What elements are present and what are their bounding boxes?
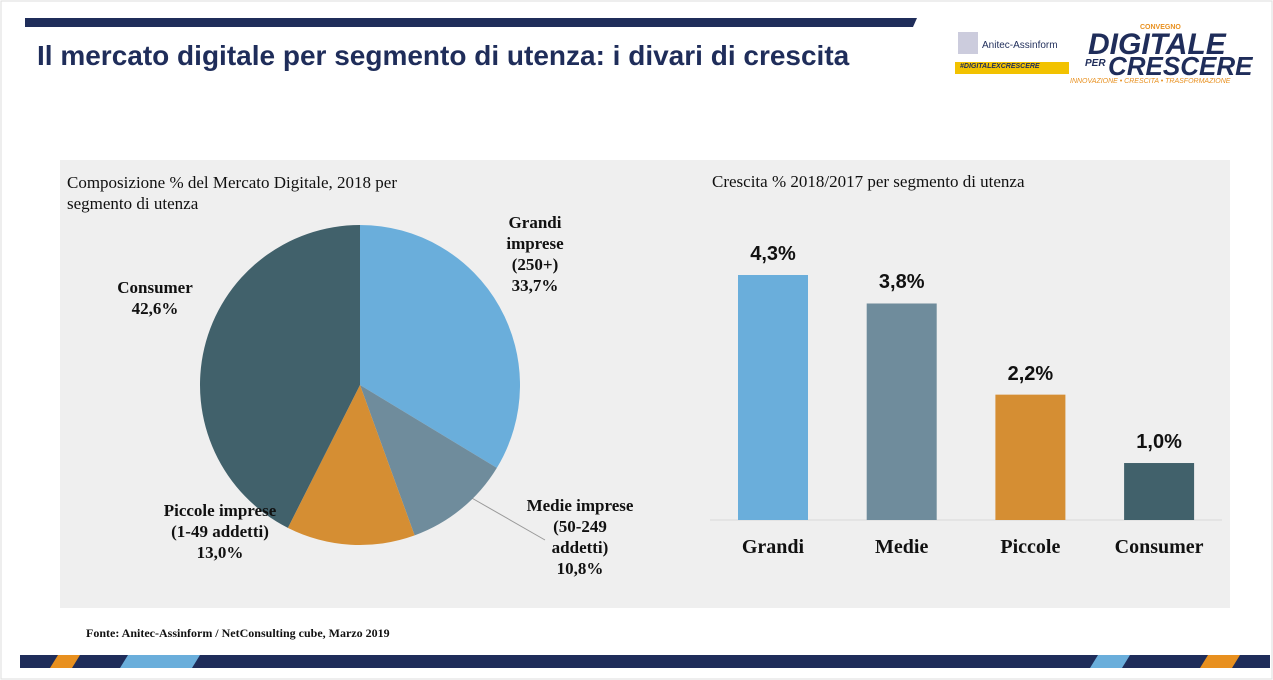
value-label: 2,2% xyxy=(1007,362,1054,385)
slice-label: Medie imprese (50-249 addetti) 10,8% xyxy=(525,495,635,579)
value-label: 3,8% xyxy=(878,271,925,294)
pie-slice xyxy=(360,225,520,468)
pie-slice xyxy=(287,385,415,545)
bar xyxy=(1124,463,1195,520)
logo-text: Anitec-Assinform xyxy=(982,40,1058,51)
value-label: 42,6% xyxy=(131,299,179,318)
x-tick-label: Consumer xyxy=(1114,536,1204,558)
x-tick-label: Medie xyxy=(875,536,929,558)
stripe xyxy=(1200,655,1240,668)
footer-band xyxy=(20,655,1270,668)
bar xyxy=(738,275,808,520)
source: Fonte: Anitec-Assinform / NetConsulting … xyxy=(86,626,390,640)
category-label: Medie imprese (50-249 addetti) xyxy=(526,496,634,557)
logo-text: DIGITALE xyxy=(1088,28,1226,61)
stripe xyxy=(50,655,80,668)
category-label: Consumer xyxy=(117,278,193,297)
value-label: 4,3% xyxy=(750,243,796,265)
chart-title: Composizione % del Mercato Digitale, 201… xyxy=(67,173,397,213)
value-label: 1,0% xyxy=(1136,431,1182,454)
logo-icon xyxy=(958,32,978,54)
value-label: 10,8% xyxy=(556,559,604,578)
slice-label: Grandi imprese (250+) 33,7% xyxy=(495,212,575,296)
category-label: Piccole imprese (1-49 addetti) xyxy=(163,501,277,541)
stripe xyxy=(1090,655,1130,668)
logo-text: CONVEGNO xyxy=(1140,24,1181,31)
logo-tag xyxy=(955,62,1069,74)
slice-label: Consumer 42,6% xyxy=(105,277,205,319)
slice-label: Piccole imprese (1-49 addetti) 13,0% xyxy=(160,500,280,563)
pie-slice xyxy=(200,225,360,528)
leader-line xyxy=(469,496,546,541)
slide-title: Il mercato digitale per segmento di uten… xyxy=(37,40,850,71)
bar xyxy=(866,303,937,520)
stripe xyxy=(120,655,200,668)
logo-text: INNOVAZIONE • CRESCITA • TRASFORMAZIONE xyxy=(1070,78,1231,85)
bar xyxy=(995,394,1066,520)
chart-title: Crescita % 2018/2017 per segmento di ute… xyxy=(712,172,1025,191)
category-label: Grandi imprese (250+) xyxy=(506,213,564,274)
x-tick-label: Piccole xyxy=(1000,536,1061,558)
value-label: 33,7% xyxy=(511,276,559,295)
logo-text: CRESCERE xyxy=(1108,51,1253,81)
x-tick-label: Grandi xyxy=(741,536,805,558)
logo-text: PER xyxy=(1085,58,1106,69)
pie-slice xyxy=(360,385,497,536)
value-label: 13,0% xyxy=(196,543,244,562)
logo-text: #DIGITALEXCRESCERE xyxy=(960,63,1040,70)
header-bar xyxy=(25,18,917,27)
